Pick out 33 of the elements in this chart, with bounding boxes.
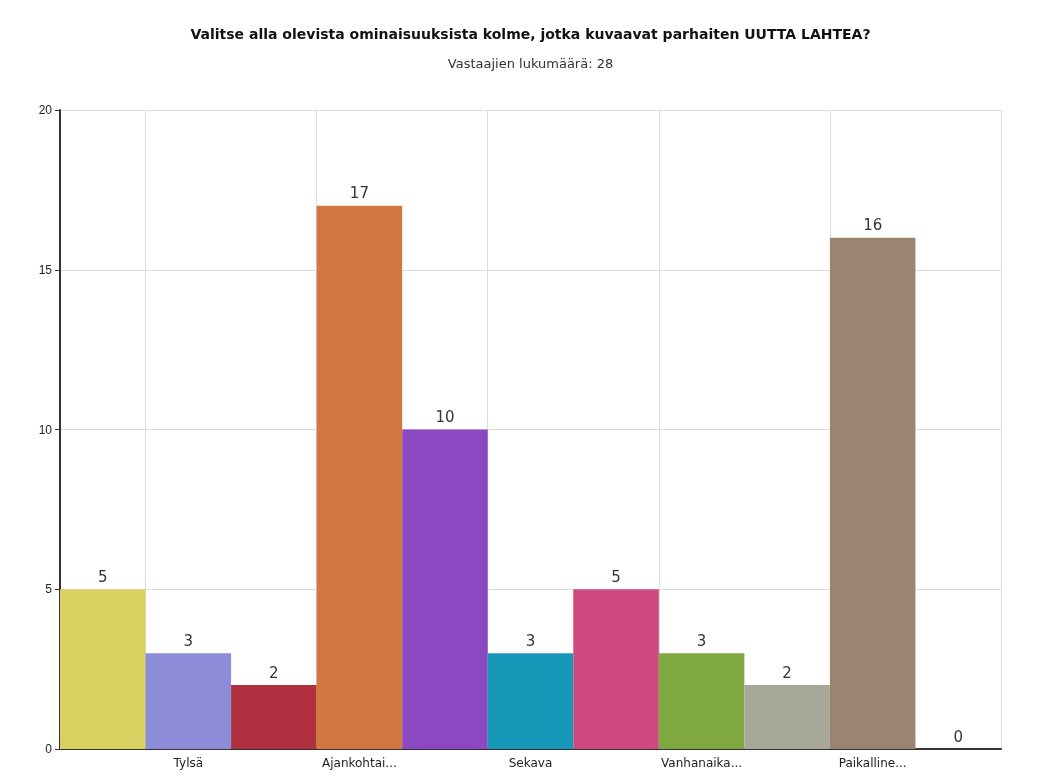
data-label: 2 xyxy=(269,663,279,682)
bar xyxy=(402,429,488,749)
chart-subtitle: Vastaajien lukumäärä: 28 xyxy=(447,56,614,71)
y-tick-label: 15 xyxy=(38,262,53,277)
bar xyxy=(145,653,232,749)
data-label: 3 xyxy=(696,631,707,650)
bar xyxy=(316,205,403,749)
data-label: 17 xyxy=(349,184,369,203)
y-tick-label: 5 xyxy=(45,582,53,597)
y-tick-label: 0 xyxy=(45,742,53,756)
x-tick-label: Vanhanaika... xyxy=(661,756,743,770)
bar xyxy=(60,589,146,749)
y-tick-label: 20 xyxy=(38,103,53,117)
data-label: 3 xyxy=(525,631,536,650)
data-label: 10 xyxy=(435,408,455,426)
bar xyxy=(658,653,745,749)
x-tick-label: Ajankohtai... xyxy=(322,756,397,770)
bar xyxy=(744,685,830,749)
data-label: 5 xyxy=(98,567,108,586)
bar xyxy=(231,685,317,749)
data-label: 16 xyxy=(863,216,883,235)
x-tick-label: Tylsä xyxy=(172,756,204,770)
bar xyxy=(573,589,659,749)
bar xyxy=(829,237,916,749)
chart-title: Valitse alla olevista ominaisuuksista kolme, jotka kuvaavat parhaiten UUTTA LAHTEA? xyxy=(190,26,871,42)
data-label: 5 xyxy=(611,567,621,586)
y-tick-label: 10 xyxy=(38,422,53,437)
bar xyxy=(487,653,574,749)
data-label: 2 xyxy=(782,663,792,682)
x-tick-label: Paikalline... xyxy=(838,756,907,770)
x-tick-label: Sekava xyxy=(508,756,553,770)
data-label: 0 xyxy=(953,727,963,746)
data-label: 3 xyxy=(183,631,194,650)
